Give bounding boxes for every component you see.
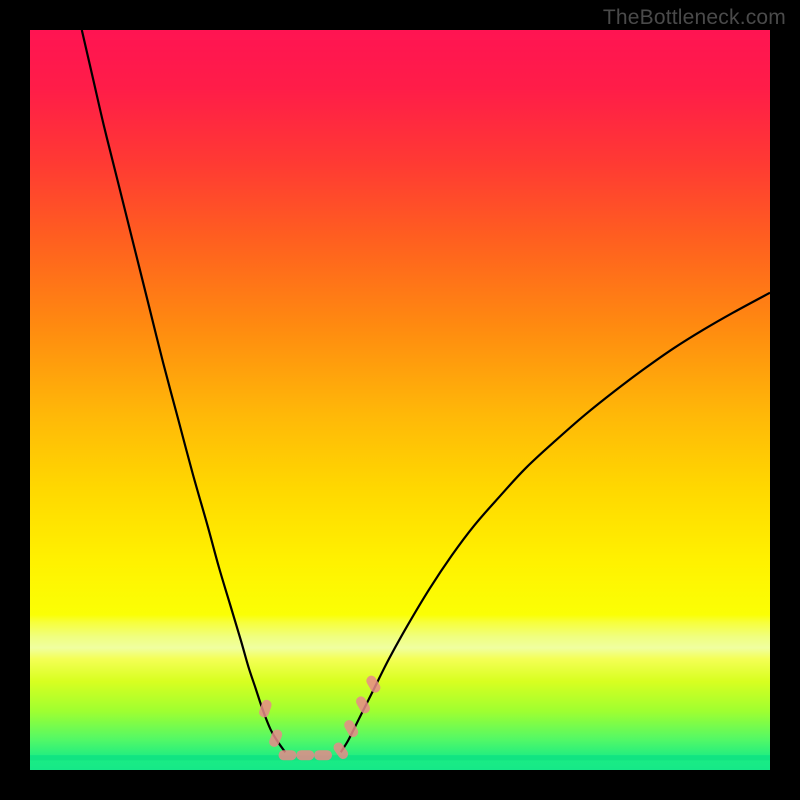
plot-area — [30, 30, 770, 770]
optimal-band — [30, 755, 770, 760]
marker — [314, 750, 332, 760]
marker-group — [258, 674, 382, 761]
curve-right — [341, 293, 770, 753]
curve-left — [82, 30, 285, 752]
marker — [296, 750, 314, 760]
marker — [279, 750, 297, 760]
watermark-text: TheBottleneck.com — [603, 6, 786, 30]
chart-svg — [30, 30, 770, 770]
